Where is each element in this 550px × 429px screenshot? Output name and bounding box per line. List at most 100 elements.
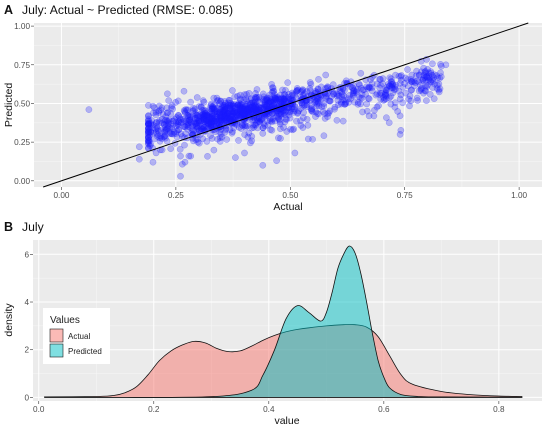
scatter-point [222,100,230,107]
scatter-point [277,91,284,99]
scatter-point [280,124,287,131]
scatter-point [429,77,437,85]
scatter-point [251,108,258,115]
scatter-point [338,93,346,101]
scatter-point [199,122,207,130]
scatter-point [435,88,443,96]
scatter-point [208,118,216,126]
scatter-point [251,95,259,103]
scatter-point [259,124,267,132]
scatter-point [221,113,229,120]
scatter-point [431,80,439,88]
scatter-point [241,121,249,129]
scatter-point [248,133,256,140]
scatter-point [322,71,330,79]
scatter-point [235,99,243,107]
scatter-point [266,94,273,102]
scatter-point [404,66,411,73]
scatter-point [237,125,245,132]
scatter-point [437,73,445,81]
scatter-point [267,126,274,134]
scatter-point [245,107,253,115]
scatter-point [167,104,175,112]
scatter-point [306,85,314,92]
scatter-point [201,112,208,120]
scatter-point [230,105,238,112]
scatter-point [211,108,219,116]
scatter-point [263,100,271,108]
panel-a-title: July: Actual ~ Predicted (RMSE: 0.085) [22,3,233,17]
scatter-point [220,107,228,115]
scatter-point [185,116,193,124]
scatter-point [236,113,244,120]
scatter-point [417,85,425,93]
scatter-point [273,96,280,103]
scatter-point [188,126,196,133]
scatter-point [308,107,315,115]
scatter-point [242,102,250,110]
scatter-point [414,97,421,104]
scatter-point [229,101,237,109]
scatter-point [216,134,224,141]
scatter-point [184,119,192,127]
scatter-point [185,119,193,127]
scatter-point [303,115,311,123]
scatter-point [203,116,211,124]
scatter-point [276,118,284,126]
scatter-point [252,105,260,113]
scatter-point [313,102,321,109]
scatter-point [276,120,284,128]
scatter-point [299,114,307,122]
scatter-points [85,56,450,180]
scatter-point [287,96,294,103]
scatter-point [397,73,405,80]
scatter-point [323,92,330,100]
scatter-point [257,116,265,124]
density-y-tick-label: 4 [24,298,29,307]
scatter-point [363,83,370,91]
scatter-point [264,94,271,102]
scatter-point [208,117,215,125]
scatter-x-tick-label: 0.25 [168,191,184,200]
scatter-point [166,129,174,136]
scatter-point [326,107,334,115]
scatter-point [224,102,232,109]
scatter-point [204,111,211,119]
scatter-point [224,109,232,117]
scatter-point [152,149,160,157]
scatter-point [241,106,248,114]
scatter-point [408,71,416,79]
scatter-point [334,97,342,104]
scatter-point [145,131,152,139]
scatter-point [243,122,251,130]
scatter-point [313,94,321,102]
scatter-point [246,100,254,107]
scatter-point [427,68,435,76]
scatter-point [307,105,315,112]
scatter-point [415,87,423,95]
scatter-point [218,116,225,124]
scatter-point [249,102,256,109]
scatter-point [255,114,263,122]
scatter-point [263,95,271,103]
scatter-point [229,102,236,110]
scatter-point [357,100,364,108]
scatter-point [315,110,322,118]
scatter-point [254,124,261,132]
scatter-y-tick-label: 0.00 [14,177,30,186]
scatter-point [193,125,200,133]
scatter-point [190,127,198,134]
scatter-point [245,109,252,117]
scatter-point [282,115,290,123]
scatter-point [341,100,348,108]
scatter-point [293,87,301,95]
scatter-point [206,120,214,127]
scatter-point [227,112,235,120]
scatter-point [145,117,152,125]
scatter-point [214,97,222,104]
scatter-point [211,101,218,108]
scatter-point [389,89,397,97]
scatter-point [225,96,233,104]
scatter-point [199,113,207,121]
scatter-point [235,137,242,144]
